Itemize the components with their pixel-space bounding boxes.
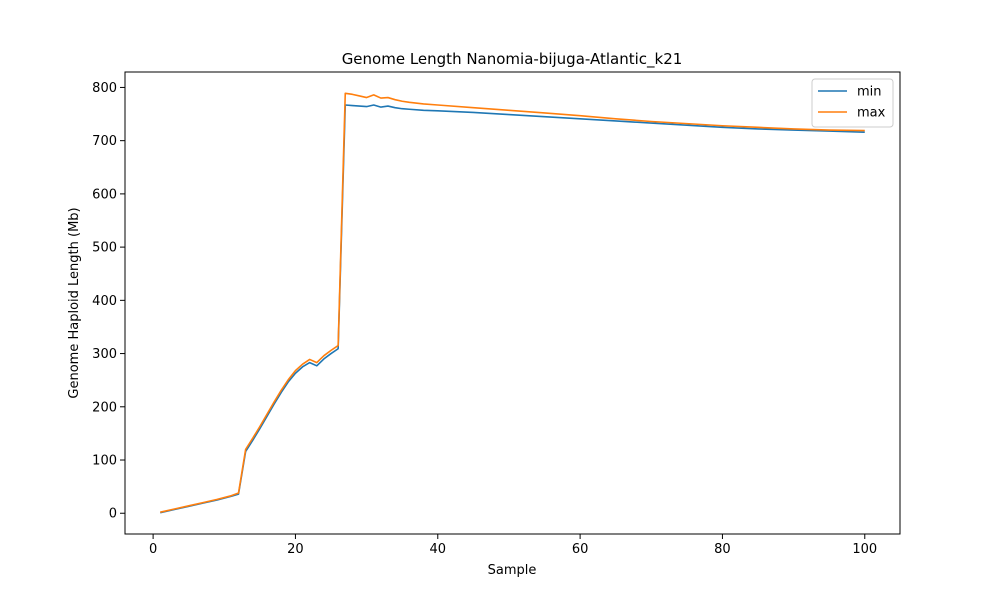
legend: min max [811,78,894,128]
y-tick-label: 100 [92,454,117,469]
series-line-max [160,92,865,513]
series-layer [160,92,865,514]
plot-frame [124,71,901,535]
y-tick-label: 300 [92,347,117,362]
legend-label-max: max [857,106,886,121]
y-tick-label: 600 [92,187,117,202]
x-tick-label: 20 [287,542,304,557]
y-tick-label: 200 [92,400,117,415]
x-tick-label: 40 [430,542,447,557]
y-axis: 0 100 200 300 400 500 600 700 800 [92,81,125,522]
x-axis: 0 20 40 60 80 100 [149,534,877,557]
chart-title: Genome Length Nanomia-bijuga-Atlantic_k2… [342,50,683,69]
x-tick-label: 100 [852,542,877,557]
x-tick-label: 80 [714,542,731,557]
legend-label-min: min [857,85,882,100]
x-tick-label: 0 [149,542,157,557]
x-axis-label: Sample [488,563,537,578]
y-axis-label: Genome Haploid Length (Mb) [67,207,82,398]
series-line-min [160,104,865,514]
y-tick-label: 0 [109,507,117,522]
x-tick-label: 60 [572,542,589,557]
y-tick-label: 500 [92,241,117,256]
y-tick-label: 700 [92,134,117,149]
y-tick-label: 800 [92,81,117,96]
y-tick-label: 400 [92,294,117,309]
